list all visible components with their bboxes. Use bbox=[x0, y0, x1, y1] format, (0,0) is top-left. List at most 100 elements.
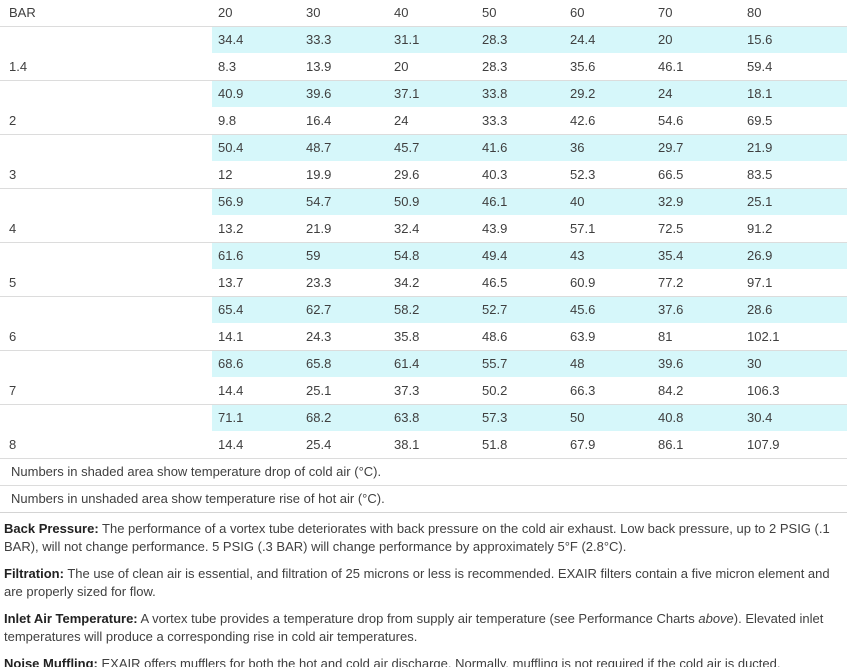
cold-drop-value: 54.8 bbox=[388, 241, 476, 269]
hot-rise-row: 7 14.4 25.1 37.3 50.2 66.3 84.2 106.3 bbox=[0, 377, 847, 404]
cold-drop-value: 68.2 bbox=[300, 403, 388, 431]
cold-drop-value: 24 bbox=[652, 79, 741, 107]
bar-label: 4 bbox=[9, 220, 17, 236]
hot-rise-value: 38.1 bbox=[394, 436, 420, 452]
cold-drop-value: 63.8 bbox=[388, 403, 476, 431]
hot-rise-row: 5 13.7 23.3 34.2 46.5 60.9 77.2 97.1 bbox=[0, 269, 847, 296]
footnote-shaded-text: Numbers in shaded area show temperature … bbox=[0, 457, 847, 485]
hot-rise-value: 40.3 bbox=[482, 166, 508, 182]
hot-rise-value: 63.9 bbox=[570, 328, 596, 344]
hot-rise-value: 84.2 bbox=[658, 382, 684, 398]
hot-rise-value: 28.3 bbox=[482, 58, 508, 74]
hot-rise-value: 14.1 bbox=[218, 328, 244, 344]
note-noise-muffling: Noise Muffling: EXAIR offers mufflers fo… bbox=[4, 655, 842, 667]
cold-drop-value: 59 bbox=[300, 241, 388, 269]
hot-rise-value: 23.3 bbox=[306, 274, 332, 290]
hot-rise-value: 83.5 bbox=[747, 166, 773, 182]
hot-rise-value: 43.9 bbox=[482, 220, 508, 236]
cold-drop-value: 46.1 bbox=[476, 187, 564, 215]
footnote-unshaded-text: Numbers in unshaded area show temperatur… bbox=[0, 484, 847, 513]
cold-drop-value: 57.3 bbox=[476, 403, 564, 431]
note-back-pressure-text: The performance of a vortex tube deterio… bbox=[4, 520, 830, 554]
hot-rise-value: 57.1 bbox=[570, 220, 596, 236]
cold-drop-value: 37.1 bbox=[388, 79, 476, 107]
note-inlet-text-after: ). Elevated inlet temperatures will prod… bbox=[4, 610, 824, 644]
hot-rise-value: 59.4 bbox=[747, 58, 773, 74]
cold-drop-row: 50.4 48.7 45.7 41.6 36 29.7 21.9 bbox=[0, 133, 847, 161]
hot-rise-value: 35.8 bbox=[394, 328, 420, 344]
temp-header: 20 bbox=[218, 5, 233, 21]
footnote-row-unshaded: Numbers in unshaded area show temperatur… bbox=[0, 484, 847, 513]
bar-cell-empty bbox=[0, 349, 212, 377]
bar-header: BAR bbox=[9, 5, 36, 21]
cold-drop-value: 41.6 bbox=[476, 133, 564, 161]
cold-drop-value: 37.6 bbox=[652, 295, 741, 323]
note-inlet-label: Inlet Air Temperature: bbox=[4, 610, 138, 626]
hot-rise-value: 91.2 bbox=[747, 220, 773, 236]
hot-rise-value: 14.4 bbox=[218, 382, 244, 398]
cold-drop-value: 24.4 bbox=[564, 25, 652, 53]
hot-rise-value: 72.5 bbox=[658, 220, 684, 236]
hot-rise-value: 54.6 bbox=[658, 112, 684, 128]
temp-header: 40 bbox=[394, 5, 409, 21]
hot-rise-value: 77.2 bbox=[658, 274, 684, 290]
cold-drop-value: 15.6 bbox=[741, 25, 847, 53]
cold-drop-value: 33.8 bbox=[476, 79, 564, 107]
note-back-pressure: Back Pressure: The performance of a vort… bbox=[4, 520, 842, 556]
note-inlet-text: A vortex tube provides a temperature dro… bbox=[137, 610, 699, 626]
note-filtration: Filtration: The use of clean air is esse… bbox=[4, 565, 842, 601]
hot-rise-value: 25.4 bbox=[306, 436, 332, 452]
hot-rise-value: 20 bbox=[394, 58, 409, 74]
cold-drop-value: 71.1 bbox=[212, 403, 300, 431]
hot-rise-value: 67.9 bbox=[570, 436, 596, 452]
temp-header: 80 bbox=[747, 5, 762, 21]
bar-label: 3 bbox=[9, 166, 17, 182]
bar-cell-empty bbox=[0, 403, 212, 431]
cold-drop-value: 39.6 bbox=[652, 349, 741, 377]
cold-drop-row: 71.1 68.2 63.8 57.3 50 40.8 30.4 bbox=[0, 403, 847, 431]
hot-rise-row: 1.4 8.3 13.9 20 28.3 35.6 46.1 59.4 bbox=[0, 53, 847, 80]
hot-rise-value: 32.4 bbox=[394, 220, 420, 236]
note-inlet-italic: above bbox=[698, 610, 734, 626]
note-noise-label: Noise Muffling: bbox=[4, 655, 98, 667]
note-back-pressure-label: Back Pressure: bbox=[4, 520, 99, 536]
table-body: 34.4 33.3 31.1 28.3 24.4 20 15.6 1.4 8.3 13.9 20 28… bbox=[0, 25, 847, 458]
cold-drop-value: 55.7 bbox=[476, 349, 564, 377]
bar-cell-empty bbox=[0, 133, 212, 161]
temp-header: 50 bbox=[482, 5, 497, 21]
bar-label: 1.4 bbox=[9, 58, 28, 74]
hot-rise-value: 102.1 bbox=[747, 328, 780, 344]
hot-rise-value: 66.5 bbox=[658, 166, 684, 182]
hot-rise-value: 107.9 bbox=[747, 436, 780, 452]
cold-drop-value: 52.7 bbox=[476, 295, 564, 323]
cold-drop-row: 65.4 62.7 58.2 52.7 45.6 37.6 28.6 bbox=[0, 295, 847, 323]
cold-drop-row: 40.9 39.6 37.1 33.8 29.2 24 18.1 bbox=[0, 79, 847, 107]
note-filtration-text: The use of clean air is essential, and f… bbox=[4, 565, 830, 599]
cold-drop-value: 40.9 bbox=[212, 79, 300, 107]
cold-drop-value: 50 bbox=[564, 403, 652, 431]
hot-rise-value: 33.3 bbox=[482, 112, 508, 128]
hot-rise-value: 46.5 bbox=[482, 274, 508, 290]
note-noise-text: EXAIR offers mufflers for both the hot a… bbox=[97, 655, 781, 667]
cold-drop-value: 36 bbox=[564, 133, 652, 161]
temp-header: 70 bbox=[658, 5, 673, 21]
hot-rise-value: 13.7 bbox=[218, 274, 244, 290]
hot-rise-value: 35.6 bbox=[570, 58, 596, 74]
cold-drop-value: 30 bbox=[741, 349, 847, 377]
cold-drop-value: 33.3 bbox=[300, 25, 388, 53]
hot-rise-value: 50.2 bbox=[482, 382, 508, 398]
hot-rise-value: 106.3 bbox=[747, 382, 780, 398]
hot-rise-value: 24.3 bbox=[306, 328, 332, 344]
header-row: BAR 20 30 40 50 60 70 80 bbox=[0, 0, 847, 26]
hot-rise-value: 13.2 bbox=[218, 220, 244, 236]
hot-rise-value: 48.6 bbox=[482, 328, 508, 344]
bar-cell-empty bbox=[0, 25, 212, 53]
cold-drop-value: 68.6 bbox=[212, 349, 300, 377]
hot-rise-row: 3 12 19.9 29.6 40.3 52.3 66.5 83.5 bbox=[0, 161, 847, 188]
cold-drop-value: 34.4 bbox=[212, 25, 300, 53]
hot-rise-value: 12 bbox=[218, 166, 233, 182]
hot-rise-value: 14.4 bbox=[218, 436, 244, 452]
cold-drop-value: 43 bbox=[564, 241, 652, 269]
hot-rise-value: 51.8 bbox=[482, 436, 508, 452]
hot-rise-value: 81 bbox=[658, 328, 673, 344]
